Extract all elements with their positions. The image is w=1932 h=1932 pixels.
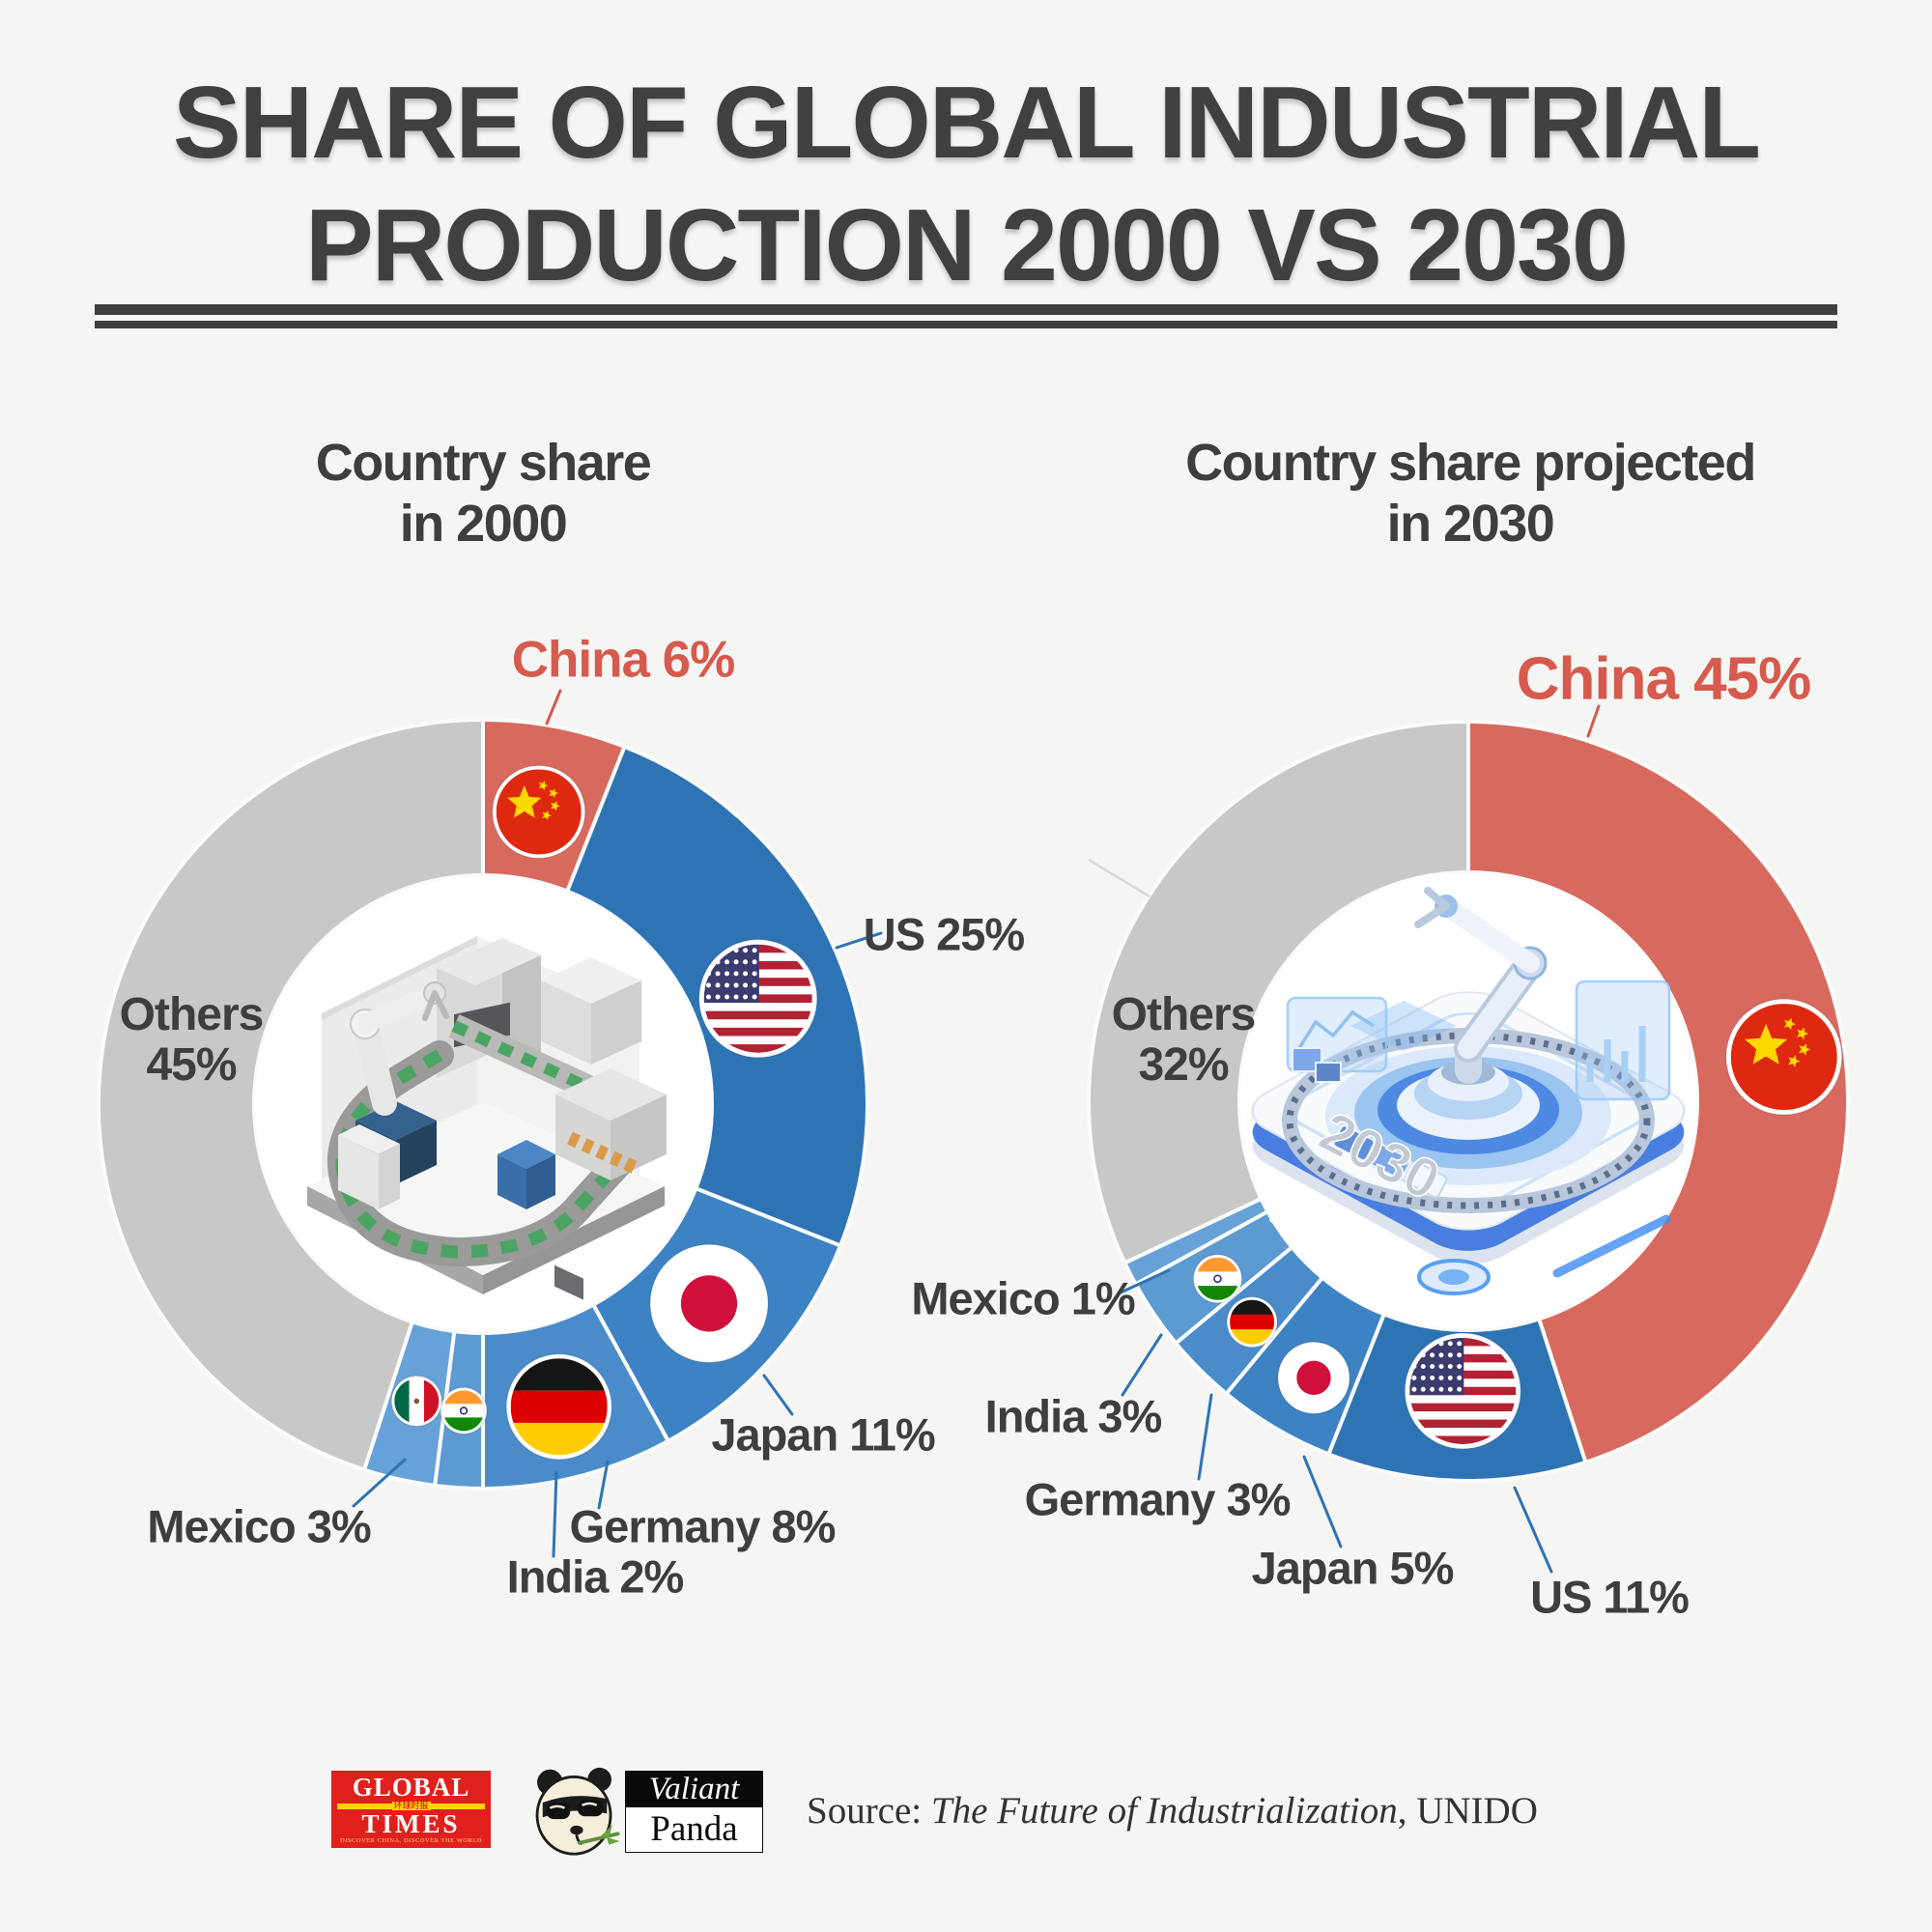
footer: GLOBAL 环球时报 TIMES DISCOVER CHINA, DISCOV… [0, 1758, 1932, 1874]
leader-japan-2000 [762, 1374, 794, 1416]
page-title: SHARE OF GLOBAL INDUSTRIAL PRODUCTION 20… [0, 62, 1932, 307]
us-flag-icon [1404, 1332, 1521, 1450]
page-title-line2: PRODUCTION 2000 VS 2030 [305, 188, 1629, 302]
japan-flag-icon [649, 1243, 769, 1364]
label-china-2030: China 45% [1516, 645, 1812, 713]
leader-us-2030 [1513, 1486, 1553, 1574]
japan-flag-icon [1277, 1341, 1350, 1415]
label-germany-2000: Germany 8% [569, 1500, 837, 1552]
global-times-line2: TIMES [361, 1809, 461, 1838]
india-flag-icon [1192, 1254, 1243, 1304]
label-us-2000: US 25% [863, 908, 1025, 960]
global-times-chinese: 环球时报 [391, 1801, 431, 1810]
source-prefix: Source: [807, 1790, 931, 1832]
title-divider-bottom [95, 321, 1837, 328]
global-times-bar-left [337, 1803, 392, 1809]
stray-leader-line [1088, 858, 1151, 898]
china-flag-icon [1725, 998, 1843, 1116]
global-times-line1: GLOBAL [352, 1773, 470, 1802]
valiant-panda-logo: Valiant Panda [522, 1766, 773, 1858]
germany-flag-icon [1226, 1295, 1278, 1349]
source-suffix: , UNIDO [1397, 1790, 1538, 1832]
leader-germany-2000 [597, 1460, 610, 1510]
leader-india-2000 [552, 1470, 558, 1558]
label-japan-2030: Japan 5% [1251, 1542, 1455, 1594]
label-mexico-2000: Mexico 3% [147, 1500, 371, 1552]
global-times-logo: GLOBAL 环球时报 TIMES DISCOVER CHINA, DISCOV… [331, 1771, 491, 1848]
panda-label: Panda [625, 1807, 763, 1853]
flags-layer [390, 764, 1843, 1461]
label-us-2030: US 11% [1530, 1571, 1690, 1623]
leader-us-2000 [835, 931, 883, 950]
label-india-2000: India 2% [506, 1550, 685, 1603]
global-times-bar-right [430, 1803, 486, 1809]
leader-china-2000 [545, 689, 562, 725]
label-others-2000: Others 45% [119, 989, 265, 1091]
slice-others-2000 [97, 718, 485, 1472]
title-divider-top [95, 304, 1837, 315]
panda-icon [535, 1767, 620, 1856]
label-japan-2000: Japan 11% [711, 1408, 935, 1461]
label-india-2030: India 3% [984, 1390, 1163, 1442]
smart-factory-illustration-2030: 2030 [1251, 887, 1686, 1295]
label-china-2000: China 6% [511, 631, 736, 689]
germany-flag-icon [505, 1353, 612, 1461]
leader-mexico-2030 [1117, 1268, 1171, 1295]
slice-others-2030 [1087, 720, 1470, 1265]
label-others-2030: Others 32% [1111, 989, 1257, 1091]
global-times-band: 环球时报 [337, 1801, 486, 1810]
leader-japan-2030 [1302, 1455, 1343, 1548]
leader-mexico-2000 [352, 1458, 407, 1508]
india-flag-icon [440, 1386, 488, 1435]
mexico-flag-icon [390, 1375, 443, 1428]
chart-title-2000: Country share in 2000 [315, 434, 652, 553]
page-title-line1: SHARE OF GLOBAL INDUSTRIAL [172, 66, 1761, 180]
global-times-tagline: DISCOVER CHINA, DISCOVER THE WORLD [340, 1837, 482, 1844]
source-text: Source: The Future of Industrialization,… [807, 1789, 1538, 1833]
label-mexico-2030: Mexico 1% [911, 1272, 1135, 1324]
valiant-panda-text: Valiant Panda [625, 1771, 763, 1853]
factory-illustration-2000 [307, 936, 667, 1300]
leader-india-2030 [1121, 1333, 1163, 1397]
leader-germany-2030 [1197, 1393, 1213, 1481]
us-flag-icon [697, 938, 818, 1059]
leader-china-2030 [1586, 704, 1601, 738]
leader-lines-layer [352, 689, 1601, 1574]
valiant-label: Valiant [625, 1771, 763, 1807]
source-title: The Future of Industrialization [930, 1790, 1398, 1832]
china-flag-icon [492, 764, 586, 860]
label-germany-2030: Germany 3% [1024, 1473, 1292, 1525]
chart-title-2030: Country share projected in 2030 [1185, 434, 1756, 553]
